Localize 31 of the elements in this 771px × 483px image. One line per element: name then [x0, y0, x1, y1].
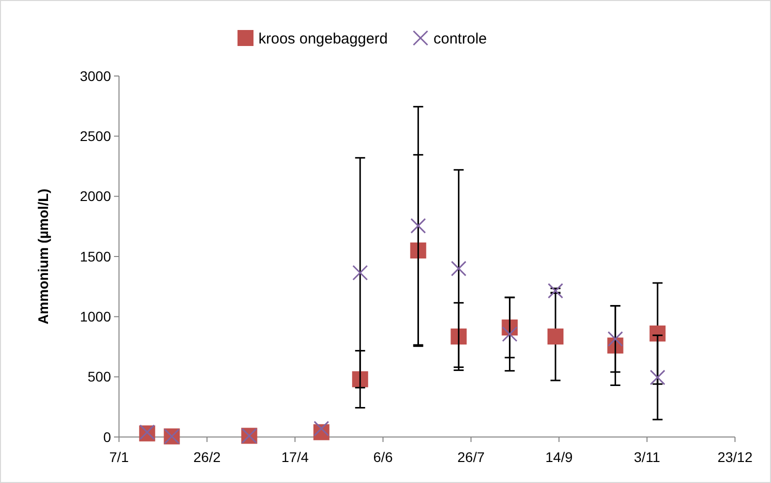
y-axis-title: Ammonium (µmol/L)	[35, 188, 51, 324]
point	[450, 328, 467, 345]
point	[450, 260, 466, 276]
x-tick-label: 14/9	[545, 449, 573, 465]
legend-label: controle	[434, 30, 487, 48]
y-tick-label: 3000	[80, 68, 112, 84]
y-tick-label: 2500	[80, 128, 112, 144]
legend-label: kroos ongebaggerd	[258, 30, 388, 48]
point	[314, 420, 330, 436]
point	[650, 326, 666, 342]
point	[608, 331, 624, 347]
x-tick-label: 23/12	[717, 449, 753, 465]
point	[410, 242, 426, 258]
y-tick-label: 1500	[80, 248, 112, 264]
point	[502, 326, 518, 342]
point	[352, 264, 368, 280]
y-tick-label: 0	[103, 428, 112, 445]
x-tick-label: 26/7	[457, 449, 485, 465]
point	[650, 370, 666, 386]
y-tick-label: 2000	[80, 188, 112, 204]
point	[352, 371, 368, 388]
x-tick-label: 26/2	[193, 449, 221, 465]
y-tick-label: 500	[88, 368, 112, 385]
point	[547, 328, 564, 345]
y-tick-label: 1000	[80, 308, 112, 325]
point	[548, 283, 564, 299]
x-tick-label: 7/1	[109, 449, 129, 465]
x-tick-label: 17/4	[281, 449, 309, 465]
x-tick-label: 3/11	[634, 449, 660, 465]
point	[410, 218, 426, 234]
x-tick-label: 6/6	[373, 449, 393, 465]
